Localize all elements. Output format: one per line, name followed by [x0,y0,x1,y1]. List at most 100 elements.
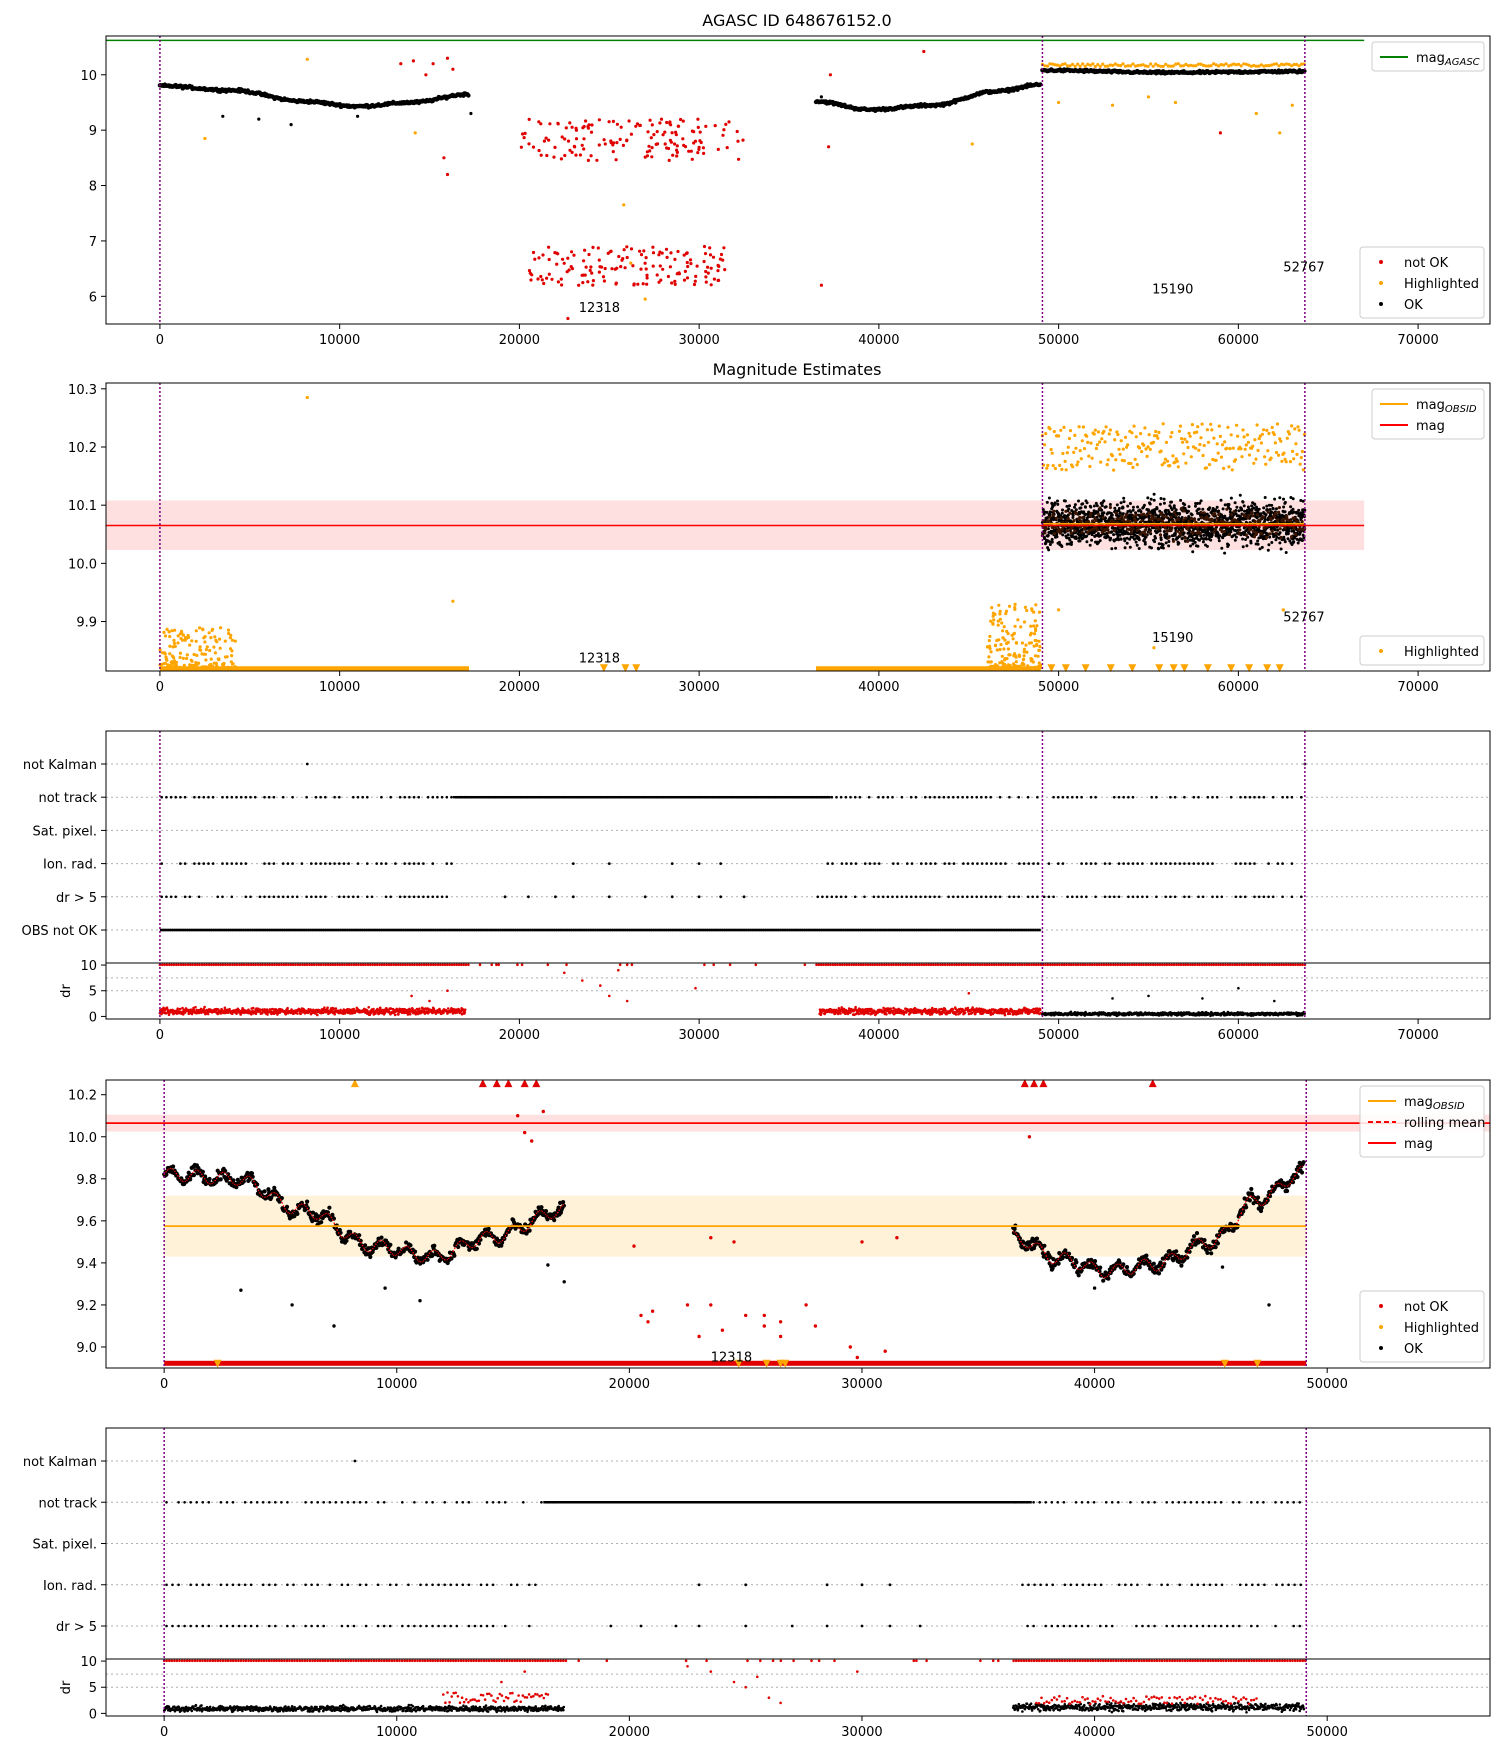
ok-point [1066,529,1069,532]
dr-clipped-point [243,964,246,967]
dr-clipped-point [430,964,433,967]
not-ok-point [575,137,578,140]
ok-point [1165,515,1168,518]
not-ok-point [827,145,830,148]
highlighted-point [1080,457,1083,460]
ok-point [1267,543,1270,546]
not-ok-point [646,150,649,153]
dr-clipped-point [163,964,166,967]
highlighted-point [164,652,167,655]
flag-point [296,896,299,899]
flag-point [1291,896,1294,899]
ok-point [1261,546,1264,549]
ok-point [1107,531,1110,534]
dr-clipped-point [273,964,276,967]
flag-point [961,796,964,799]
highlighted-point [1093,433,1096,436]
not-ok-point [665,121,668,124]
not-ok-point [595,159,598,162]
dr-clipped-point [388,964,391,967]
flag-point [305,796,308,799]
highlighted-point [195,654,198,657]
not-ok-point [587,127,590,130]
ok-point [1186,528,1189,531]
flag-point [975,896,978,899]
flag-point [1004,862,1007,865]
flag-point [441,896,444,899]
highlighted-point [1094,429,1097,432]
not-ok-point [572,254,575,257]
highlighted-point [992,618,995,621]
ok-point [1211,518,1214,521]
ok-point [1067,533,1070,536]
ok-point [1135,513,1138,516]
not-ok-point [565,126,568,129]
highlighted-point [1057,608,1060,611]
not-ok-point [652,133,655,136]
ok-point [1279,527,1282,530]
ok-point [1287,532,1290,535]
dr-clipped-point [416,964,419,967]
highlighted-point [234,640,237,643]
dr-clipped-point [348,964,351,967]
highlighted-point [1195,431,1198,434]
ok-point [1060,528,1063,531]
dr-clipped-point [194,964,197,967]
flag-point [446,896,449,899]
flag-point [1197,896,1200,899]
ok-point [1211,534,1214,537]
dr-clipped-point [369,964,372,967]
ok-point [1061,533,1064,536]
ok-point [1046,501,1049,504]
not-ok-point [651,123,654,126]
flag-point [1174,796,1177,799]
highlighted-point [206,645,209,648]
highlighted-point [1299,463,1302,466]
not-ok-point [563,262,566,265]
flag-point [1169,862,1172,865]
ok-point [1170,501,1173,504]
highlighted-point [1295,453,1298,456]
highlighted-point [204,658,207,661]
ok-point [1188,505,1191,508]
highlighted-point [1113,438,1116,441]
highlighted-point [1016,618,1019,621]
flag-point [1023,862,1026,865]
highlighted-point [203,640,206,643]
highlighted-point [1050,448,1053,451]
not-ok-point [717,279,720,282]
not-ok-point [609,139,612,142]
dr-clipped-point [355,964,358,967]
highlighted-point [999,648,1002,651]
flag-point [1211,862,1214,865]
flag-point [915,896,918,899]
ok-point [1204,526,1207,529]
ok-point [1240,508,1243,511]
flag-point [268,896,271,899]
not-ok-point [668,120,671,123]
ok-point [1157,527,1160,530]
highlighted-point [1121,62,1124,65]
ok-point [1202,534,1205,537]
ok-point [1196,545,1199,548]
not-ok-point [424,73,427,76]
flag-point [1118,796,1121,799]
flag-point [357,896,360,899]
flag-point [1239,796,1242,799]
flag-point [1008,896,1011,899]
not-ok-point [691,158,694,161]
ok-point [1043,531,1046,534]
ok-point [1075,537,1078,540]
highlighted-point [992,665,995,668]
flag-point [1216,796,1219,799]
flag-point [938,896,941,899]
highlighted-point [1245,443,1248,446]
flag-point [1122,796,1125,799]
flag-point [273,896,276,899]
flag-point [450,862,453,865]
x-tick-label: 70000 [1397,333,1438,348]
dr-clipped-point [362,964,365,967]
flag-point [1169,896,1172,899]
flag-point [427,796,430,799]
dr-clipped-point [236,964,239,967]
